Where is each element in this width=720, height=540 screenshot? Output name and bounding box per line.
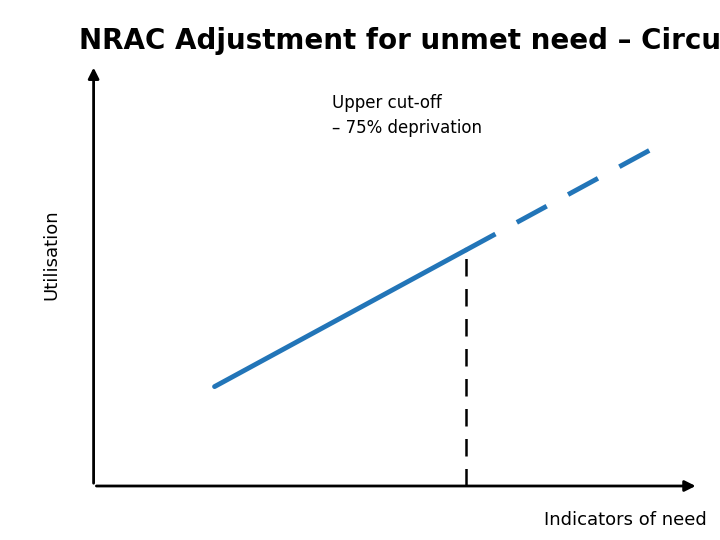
Text: Utilisation: Utilisation bbox=[42, 209, 60, 300]
Text: Indicators of need: Indicators of need bbox=[544, 511, 707, 529]
Text: Upper cut-off
– 75% deprivation: Upper cut-off – 75% deprivation bbox=[333, 94, 482, 137]
Text: NRAC Adjustment for unmet need – Circulatory: NRAC Adjustment for unmet need – Circula… bbox=[79, 27, 720, 55]
